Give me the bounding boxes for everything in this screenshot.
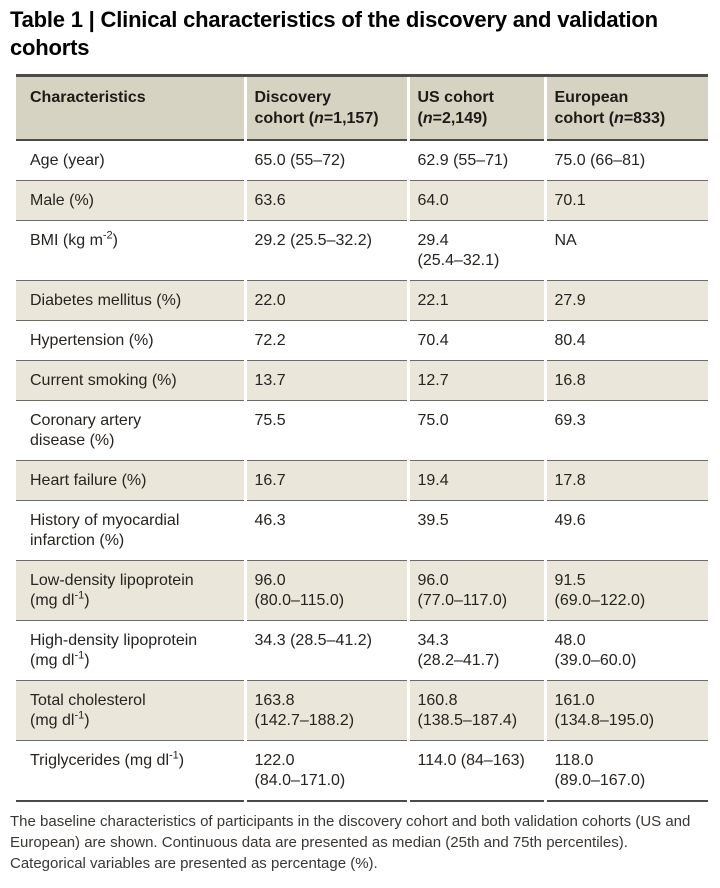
table-row: Age (year) 65.0 (55–72) 62.9 (55–71) 75.0 (…: [16, 140, 708, 181]
table-body: Age (year) 65.0 (55–72) 62.9 (55–71) 75.0 (…: [16, 140, 708, 802]
row-label: Diabetes mellitus (%): [16, 280, 245, 321]
row-label: Male (%): [16, 180, 245, 221]
row-label: BMI (kg m-2): [16, 220, 245, 281]
cell-value: 19.4: [406, 460, 545, 501]
cell-value: 48.0 (39.0–60.0): [543, 620, 708, 681]
table-row: Triglycerides (mg dl-1) 122.0 (84.0–171.0)…: [16, 740, 708, 802]
table-row: BMI (kg m-2) 29.2 (25.5–32.2) 29.4 (25.4–32…: [16, 220, 708, 281]
cell-value: 122.0 (84.0–171.0): [243, 740, 408, 802]
cell-value: 34.3 (28.2–41.7): [406, 620, 545, 681]
cell-value: 96.0 (80.0–115.0): [243, 560, 408, 621]
cell-value: 114.0 (84–163): [406, 740, 545, 802]
cell-value: 160.8 (138.5–187.4): [406, 680, 545, 741]
cell-value: 70.4: [406, 320, 545, 361]
cell-value: 46.3: [243, 500, 408, 561]
column-header-1: Discovery cohort (n=1,157): [243, 74, 408, 141]
cell-value: 22.0: [243, 280, 408, 321]
clinical-characteristics-table: Characteristics Discovery cohort (n=1,157)…: [16, 74, 708, 802]
cell-value: 75.0: [406, 400, 545, 461]
table-row: Diabetes mellitus (%) 22.0 22.1 27.9: [16, 280, 708, 321]
row-label: Total cholesterol (mg dl-1): [16, 680, 245, 741]
cell-value: 16.7: [243, 460, 408, 501]
row-label: Hypertension (%): [16, 320, 245, 361]
table-row: Male (%) 63.6 64.0 70.1: [16, 180, 708, 221]
table-title: Table 1 | Clinical characteristics of th…: [10, 7, 658, 60]
column-header-2: US cohort (n=2,149): [406, 74, 545, 141]
table-row: High-density lipoprotein (mg dl-1) 34.3 (2…: [16, 620, 708, 681]
cell-value: 161.0 (134.8–195.0): [543, 680, 708, 741]
cell-value: 27.9: [543, 280, 708, 321]
cell-value: 62.9 (55–71): [406, 140, 545, 181]
cell-value: 65.0 (55–72): [243, 140, 408, 181]
cell-value: 17.8: [543, 460, 708, 501]
cell-value: 72.2: [243, 320, 408, 361]
table-row: Current smoking (%) 13.7 12.7 16.8: [16, 360, 708, 401]
table-row: History of myocardial infarction (%) 46.3 3…: [16, 500, 708, 561]
cell-value: 75.0 (66–81): [543, 140, 708, 181]
column-header-0: Characteristics: [16, 74, 245, 141]
cell-value: 12.7: [406, 360, 545, 401]
cell-value: 118.0 (89.0–167.0): [543, 740, 708, 802]
cell-value: 34.3 (28.5–41.2): [243, 620, 408, 681]
cell-value: 64.0: [406, 180, 545, 221]
table-header-row: Characteristics Discovery cohort (n=1,157)…: [16, 74, 708, 141]
row-label: Triglycerides (mg dl-1): [16, 740, 245, 802]
row-label: Coronary artery disease (%): [16, 400, 245, 461]
cell-value: 22.1: [406, 280, 545, 321]
cell-value: 163.8 (142.7–188.2): [243, 680, 408, 741]
table-row: Coronary artery disease (%) 75.5 75.0 69.3: [16, 400, 708, 461]
table-row: Low-density lipoprotein (mg dl-1) 96.0 (80.…: [16, 560, 708, 621]
row-label: Age (year): [16, 140, 245, 181]
cell-value: 29.2 (25.5–32.2): [243, 220, 408, 281]
table-footnote: The baseline characteristics of particip…: [10, 813, 691, 872]
cell-value: 49.6: [543, 500, 708, 561]
cell-value: 96.0 (77.0–117.0): [406, 560, 545, 621]
cell-value: 91.5 (69.0–122.0): [543, 560, 708, 621]
row-label: Current smoking (%): [16, 360, 245, 401]
cell-value: 80.4: [543, 320, 708, 361]
table-row: Heart failure (%) 16.7 19.4 17.8: [16, 460, 708, 501]
cell-value: 39.5: [406, 500, 545, 561]
cell-value: 75.5: [243, 400, 408, 461]
column-header-3: European cohort (n=833): [543, 74, 708, 141]
cell-value: 69.3: [543, 400, 708, 461]
row-label: History of myocardial infarction (%): [16, 500, 245, 561]
cell-value: 16.8: [543, 360, 708, 401]
cell-value: 13.7: [243, 360, 408, 401]
cell-value: NA: [543, 220, 708, 281]
row-label: High-density lipoprotein (mg dl-1): [16, 620, 245, 681]
cell-value: 63.6: [243, 180, 408, 221]
row-label: Heart failure (%): [16, 460, 245, 501]
cell-value: 70.1: [543, 180, 708, 221]
table-row: Hypertension (%) 72.2 70.4 80.4: [16, 320, 708, 361]
table-header: Characteristics Discovery cohort (n=1,157)…: [16, 74, 708, 141]
cell-value: 29.4 (25.4–32.1): [406, 220, 545, 281]
table-row: Total cholesterol (mg dl-1) 163.8 (142.7–18…: [16, 680, 708, 741]
row-label: Low-density lipoprotein (mg dl-1): [16, 560, 245, 621]
